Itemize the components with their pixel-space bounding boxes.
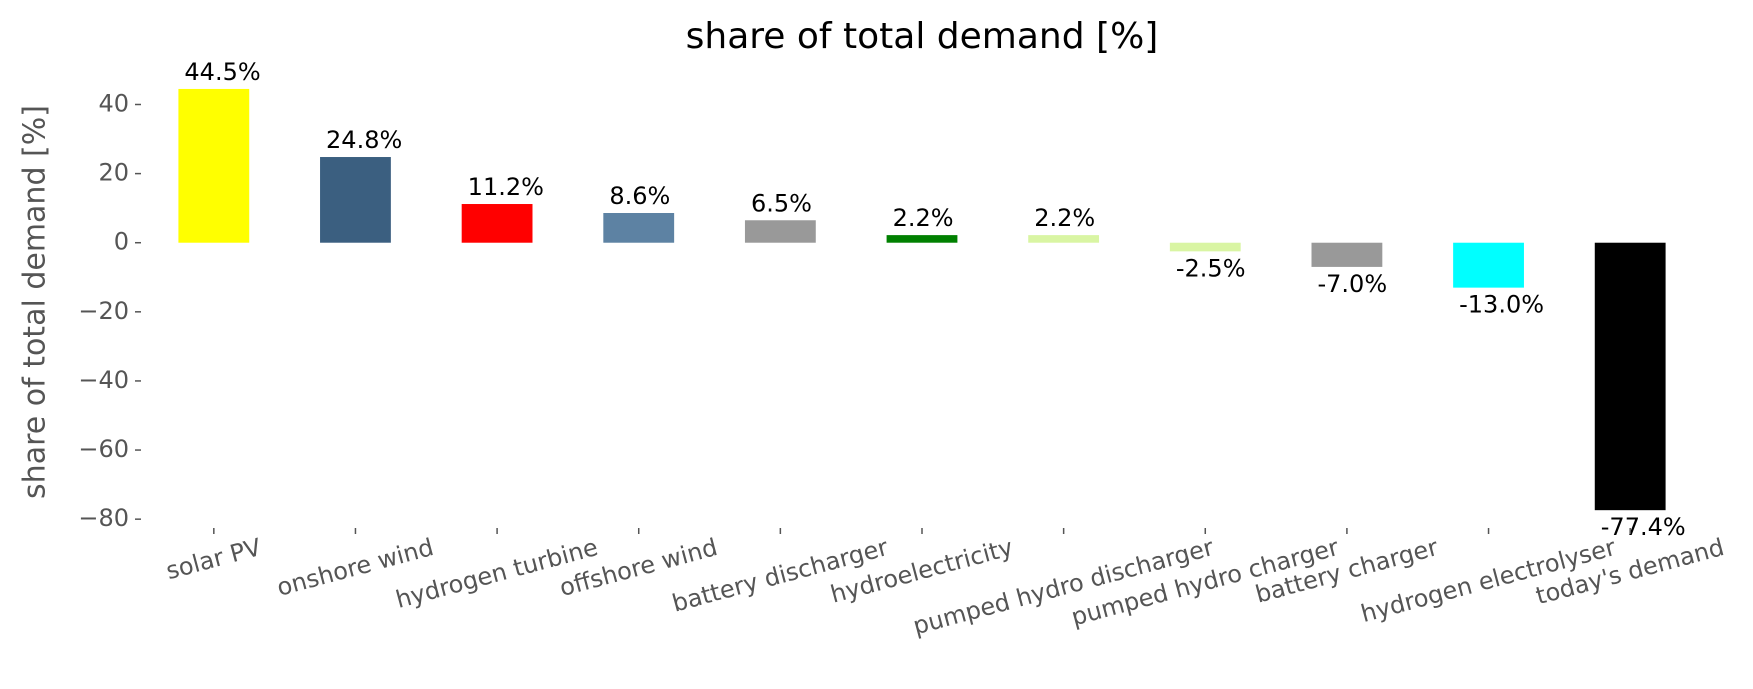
- bar: [1594, 242, 1666, 511]
- chart-title: share of total demand [%]: [686, 16, 1159, 57]
- data-label: -7.0%: [1318, 270, 1388, 298]
- data-label: 44.5%: [184, 58, 260, 86]
- data-label: 11.2%: [468, 173, 544, 201]
- y-tick-label: −20: [78, 297, 129, 325]
- data-label: -2.5%: [1176, 254, 1246, 282]
- y-tick-label: 0: [114, 228, 129, 256]
- bar: [178, 88, 250, 243]
- data-label: -13.0%: [1459, 291, 1544, 319]
- bar: [886, 235, 958, 243]
- bar: [603, 213, 675, 243]
- bar: [1169, 242, 1241, 252]
- bar: [1311, 242, 1383, 267]
- data-label: 2.2%: [893, 204, 954, 232]
- y-axis-label: share of total demand [%]: [18, 105, 53, 499]
- bar: [1028, 235, 1100, 243]
- bar: [1453, 242, 1524, 288]
- x-tick-label: solar PV: [163, 533, 264, 585]
- y-tick-label: −80: [78, 504, 129, 532]
- bar: [744, 220, 816, 243]
- data-label: 24.8%: [326, 126, 402, 154]
- y-tick-label: −40: [78, 366, 129, 394]
- data-label: -77.4%: [1601, 513, 1686, 541]
- y-tick-label: 40: [98, 89, 129, 117]
- bar: [461, 204, 533, 243]
- data-label: 2.2%: [1034, 204, 1095, 232]
- data-label: 8.6%: [609, 182, 670, 210]
- y-tick-label: −60: [78, 435, 129, 463]
- bar: [320, 157, 391, 243]
- data-label: 6.5%: [751, 189, 812, 217]
- y-tick-label: 20: [98, 159, 129, 187]
